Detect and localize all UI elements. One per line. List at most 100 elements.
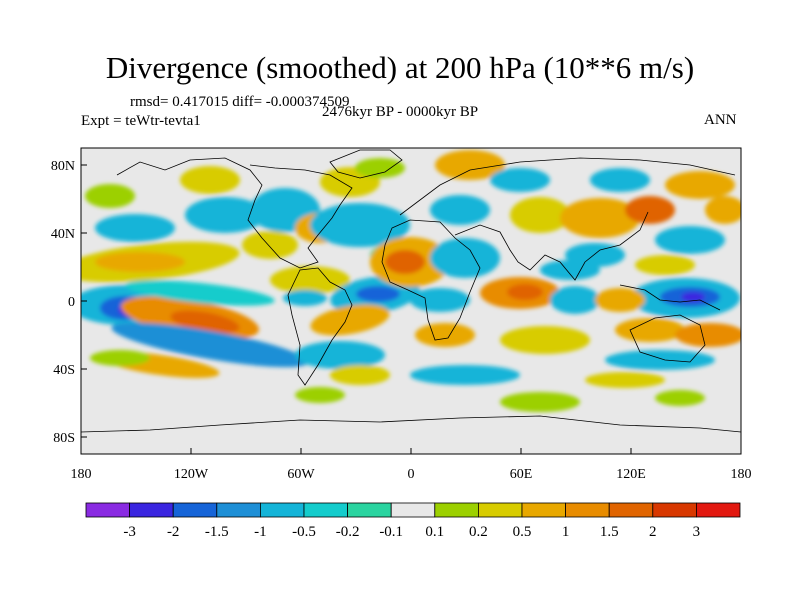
- colorbar-swatch: [85, 502, 130, 518]
- field-blob: [635, 255, 695, 275]
- field-blob: [500, 326, 590, 354]
- field-blob: [295, 387, 345, 403]
- y-tick-label: 80S: [53, 431, 75, 446]
- y-tick-label: 40N: [51, 227, 75, 242]
- north-america-coast: [116, 157, 353, 269]
- australia-coast: [629, 314, 706, 363]
- colorbar-label: 3: [693, 524, 701, 540]
- colorbar-label: 0.5: [513, 524, 532, 540]
- eurasia-south-coast: [454, 211, 649, 281]
- colorbar-label: -0.1: [379, 524, 403, 540]
- eurasia-north-coast: [399, 157, 736, 216]
- field-blob: [295, 341, 385, 369]
- colorbar-label: 2: [649, 524, 657, 540]
- field-blob: [270, 266, 350, 294]
- field-blob: [430, 195, 490, 225]
- colorbar-swatch: [172, 502, 218, 518]
- season-label: ANN: [704, 112, 737, 128]
- colorbar-swatch: [521, 502, 566, 518]
- field-blob: [355, 158, 405, 178]
- field-blob: [655, 226, 725, 254]
- x-tick-label: 180: [71, 467, 92, 482]
- field-blob: [385, 250, 425, 274]
- figure-title: Divergence (smoothed) at 200 hPa (10**6 …: [105, 50, 695, 85]
- field-blob: [665, 171, 735, 199]
- colorbar-swatch: [696, 502, 741, 518]
- x-tick-label: 60W: [287, 467, 315, 482]
- axis-ticks: 180 120W 60W 0 60E 120E 180 80N 40N 0 40S 80S: [51, 159, 752, 482]
- colorbar-label: -0.5: [292, 524, 316, 540]
- colorbar-swatch: [303, 502, 348, 518]
- indonesia-coast: [619, 284, 721, 311]
- field-blob: [550, 286, 600, 314]
- x-tick-label: 60E: [510, 467, 533, 482]
- field-layer: [81, 150, 741, 412]
- field-blob: [615, 318, 685, 342]
- field-blob: [490, 168, 550, 192]
- colorbar-swatch: [652, 502, 697, 518]
- colorbar-swatch: [347, 502, 392, 518]
- field-blob: [507, 284, 543, 300]
- colorbar-label: -1: [254, 524, 267, 540]
- field-blob: [705, 196, 741, 224]
- colorbar-swatch: [434, 502, 479, 518]
- colorbar-label: 1: [562, 524, 570, 540]
- x-tick-label: 120E: [616, 467, 646, 482]
- y-tick-label: 0: [68, 295, 75, 310]
- colorbar-label: 0.2: [469, 524, 488, 540]
- colorbar-label: -1.5: [205, 524, 229, 540]
- field-blob: [95, 214, 175, 242]
- rmsd-label: rmsd= 0.417015 diff= -0.000374509: [130, 94, 350, 110]
- field-blob: [500, 392, 580, 412]
- antarctica-coast: [81, 415, 741, 433]
- field-blob: [681, 292, 705, 302]
- colorbar-label: 0.1: [425, 524, 444, 540]
- period-label: 2476kyr BP - 0000kyr BP: [322, 104, 479, 120]
- field-blob: [675, 323, 741, 347]
- field-blob: [330, 365, 390, 385]
- field-blob: [111, 322, 309, 368]
- colorbar-swatch: [608, 502, 654, 518]
- field-blob: [605, 350, 715, 370]
- field-blob: [585, 372, 665, 388]
- field-blob: [625, 196, 675, 224]
- field-blob: [283, 290, 327, 306]
- field-blob: [655, 390, 705, 406]
- field-blob: [510, 197, 570, 233]
- colorbar-label: -2: [167, 524, 180, 540]
- africa-coast: [381, 219, 481, 341]
- field-blob: [590, 168, 650, 192]
- colorbar-label: -3: [123, 524, 136, 540]
- colorbar-swatch: [477, 502, 523, 518]
- y-tick-label: 80N: [51, 159, 75, 174]
- field-blob: [185, 197, 265, 233]
- colorbar-swatch: [129, 502, 174, 518]
- field-blob: [310, 203, 410, 247]
- field-blob: [560, 198, 640, 238]
- field-blob: [310, 304, 390, 336]
- field-blob: [90, 350, 150, 366]
- x-tick-label: 120W: [174, 467, 209, 482]
- x-tick-label: 180: [731, 467, 752, 482]
- colorbar-swatch: [259, 502, 305, 518]
- x-tick-label: 0: [408, 467, 415, 482]
- south-america-coast: [287, 267, 353, 386]
- field-blob: [430, 238, 500, 278]
- coastlines: [81, 149, 741, 433]
- y-tick-label: 40S: [53, 363, 75, 378]
- experiment-label: Expt = teWtr-tevta1: [81, 113, 201, 129]
- field-blob: [85, 184, 135, 208]
- field-blob: [415, 323, 475, 347]
- field-blob: [435, 150, 505, 180]
- field-blob: [180, 166, 240, 194]
- field-blob: [565, 243, 625, 267]
- colorbar-swatch: [390, 502, 436, 518]
- field-blob: [95, 252, 185, 272]
- field-blob: [242, 231, 298, 259]
- colorbar-label: -0.2: [336, 524, 360, 540]
- field-blob: [356, 286, 400, 302]
- field-blob: [125, 280, 275, 306]
- colorbar-swatch: [565, 502, 610, 518]
- colorbar-label: 1.5: [600, 524, 619, 540]
